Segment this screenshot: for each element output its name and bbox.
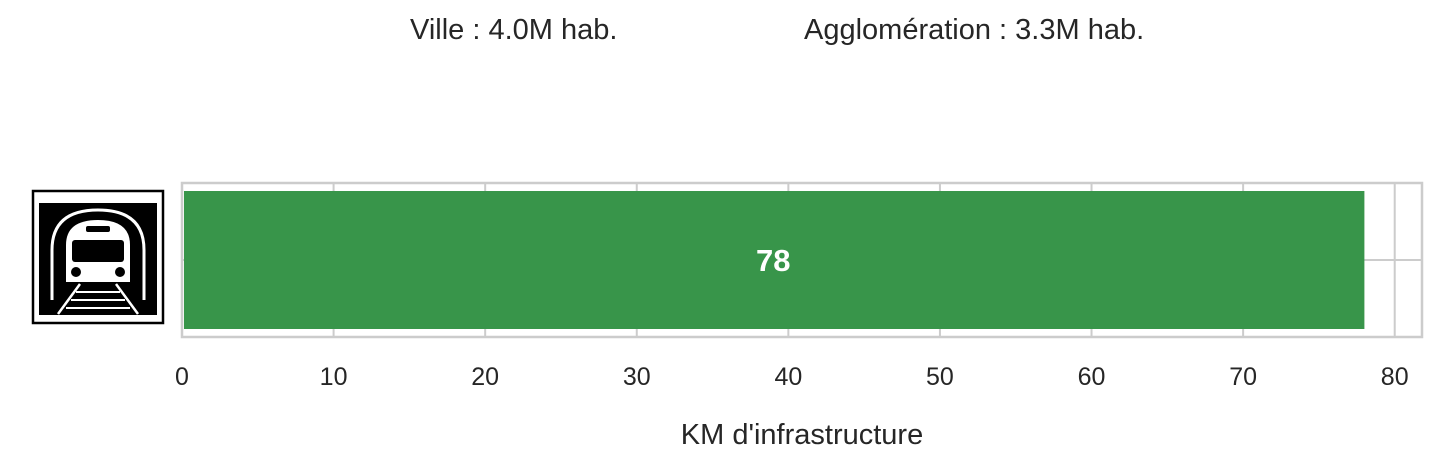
agglomeration-population-label: Agglomération : 3.3M hab. [804, 14, 1145, 46]
x-tick-label: 60 [1078, 363, 1106, 391]
bar-metro [184, 191, 1365, 329]
plot-border [180, 181, 1424, 339]
plot-frame [180, 181, 1424, 339]
x-tick-label: 30 [623, 363, 651, 391]
x-tick-label: 40 [774, 363, 802, 391]
x-tick-label: 20 [471, 363, 499, 391]
x-axis-label: KM d'infrastructure [681, 419, 923, 451]
city-population-label: Ville : 4.0M hab. [410, 14, 618, 46]
x-axis-ticks: 0 10 20 30 40 50 60 70 80 [175, 363, 1409, 391]
x-tick-label: 10 [320, 363, 348, 391]
x-tick-label: 70 [1229, 363, 1257, 391]
bars: 78 [184, 191, 1365, 329]
x-tick-label: 80 [1381, 363, 1409, 391]
x-tick-label: 50 [926, 363, 954, 391]
x-tick-label: 0 [175, 363, 189, 391]
bar-value-label: 78 [756, 243, 790, 278]
metro-train-icon [31, 189, 165, 325]
